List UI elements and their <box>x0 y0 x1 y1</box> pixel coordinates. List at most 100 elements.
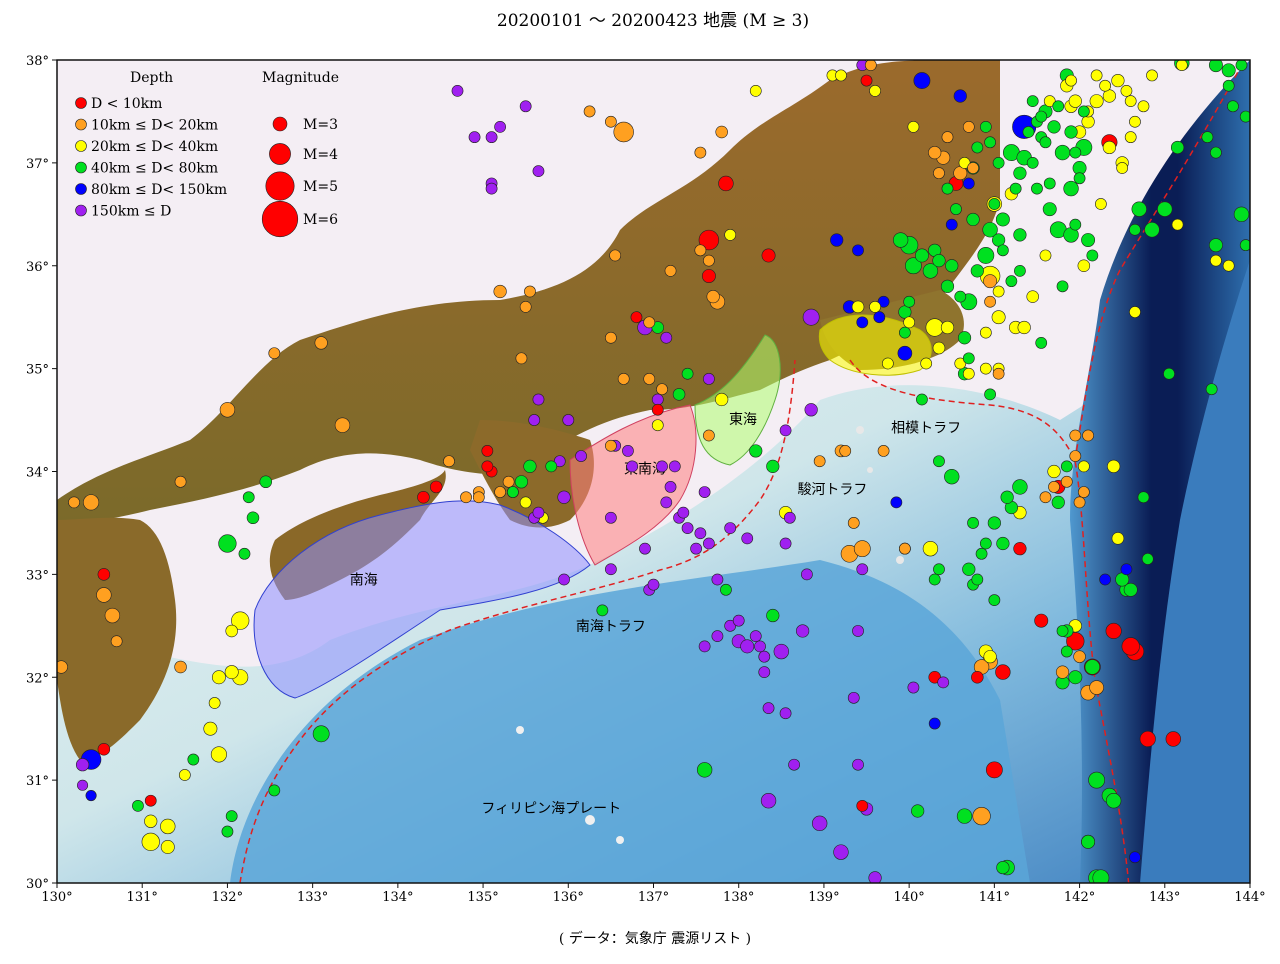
earthquake-marker <box>941 131 954 144</box>
earthquake-marker <box>224 665 239 680</box>
earthquake-marker <box>1111 73 1125 88</box>
nankai-trough-line <box>239 359 796 883</box>
earthquake-marker <box>1123 582 1138 597</box>
earthquake-marker <box>668 460 681 473</box>
earthquake-marker <box>1005 275 1018 288</box>
earthquake-marker <box>852 244 864 257</box>
earthquake-marker <box>468 131 481 144</box>
earthquake-marker <box>754 640 766 653</box>
earthquake-marker <box>694 244 707 257</box>
earthquake-marker <box>1048 481 1060 493</box>
earthquake-marker <box>1054 144 1071 161</box>
y-tick-label: 38° <box>26 54 49 69</box>
earthquake-marker <box>760 793 777 809</box>
earthquake-marker <box>1068 670 1083 685</box>
earthquake-marker <box>1014 265 1026 277</box>
earthquake-marker <box>656 383 668 396</box>
earthquake-marker <box>847 517 860 529</box>
earthquake-marker <box>984 295 996 308</box>
earthquake-marker <box>988 594 1001 606</box>
earthquake-marker <box>847 691 860 704</box>
earthquake-marker <box>1013 228 1027 242</box>
earthquake-marker <box>630 311 643 324</box>
earthquake-marker <box>1017 320 1031 335</box>
earthquake-marker <box>911 804 925 818</box>
earthquake-marker <box>609 249 622 262</box>
earthquake-marker <box>211 670 226 685</box>
earthquake-marker <box>1129 115 1141 128</box>
depth-legend-swatch <box>75 118 87 131</box>
x-tick-label: 137° <box>638 890 669 905</box>
earthquake-marker <box>605 563 617 576</box>
earthquake-marker <box>1239 110 1250 123</box>
earthquake-marker <box>788 758 800 771</box>
earthquake-marker <box>954 357 967 370</box>
earthquake-marker <box>988 198 1001 210</box>
earthquake-marker <box>1039 249 1052 262</box>
earthquake-marker <box>664 265 677 277</box>
earthquake-marker <box>914 248 929 263</box>
x-tick-label: 144° <box>1234 890 1265 905</box>
depth-legend-items: D < 10km 10km ≤ D< 20km 20km ≤ D< 40km 40km… <box>75 96 227 220</box>
earthquake-marker <box>922 263 939 279</box>
earthquake-marker <box>933 563 945 576</box>
earthquake-marker <box>830 233 844 247</box>
depth-legend-swatch <box>75 97 87 109</box>
earthquake-marker <box>1013 166 1027 180</box>
earthquake-marker <box>1012 479 1028 495</box>
earthquake-marker <box>605 331 617 344</box>
earthquake-marker <box>656 460 668 473</box>
earthquake-marker <box>873 311 886 324</box>
earthquake-marker <box>558 573 570 586</box>
nankai-source-region <box>253 500 591 699</box>
earthquake-marker <box>219 402 236 418</box>
earthquake-marker <box>83 494 100 511</box>
map-title: 20200101 〜 20200423 地震 (M ≥ 3) <box>497 11 809 31</box>
seamount <box>585 815 595 825</box>
earthquake-marker <box>1157 201 1173 217</box>
magnitude-legend-swatch <box>269 143 291 165</box>
earthquake-marker <box>1124 95 1137 108</box>
y-tick-label: 31° <box>26 774 49 789</box>
earthquake-marker <box>1205 383 1218 396</box>
earthquake-marker <box>1201 131 1214 144</box>
earthquake-marker <box>977 247 995 264</box>
earthquake-marker <box>1105 622 1122 639</box>
map-axes: 130° 131° 132° 133° 134° 135° 136° 137° 138° 139°… <box>26 54 1266 905</box>
earthquake-marker <box>507 486 519 498</box>
earthquake-marker <box>928 717 941 730</box>
source-note: ( データ：気象庁 震源リスト ) <box>559 930 751 947</box>
earthquake-marker <box>1047 464 1061 479</box>
earthquake-marker <box>758 666 771 678</box>
earthquake-marker <box>617 373 630 385</box>
earthquake-marker <box>334 417 351 433</box>
earthquake-marker <box>443 455 455 468</box>
earthquake-marker <box>1107 459 1121 473</box>
earthquake-marker <box>1171 218 1184 231</box>
earthquake-marker <box>916 393 928 406</box>
earthquake-marker <box>1146 69 1158 82</box>
earthquake-marker <box>703 429 715 442</box>
earthquake-marker <box>545 460 558 473</box>
earthquake-marker <box>1056 280 1069 293</box>
earthquake-marker <box>1077 105 1090 118</box>
earthquake-marker <box>1144 222 1160 238</box>
earthquake-marker <box>920 357 933 370</box>
earthquake-marker <box>141 832 160 851</box>
earthquake-marker <box>77 779 89 791</box>
earthquake-marker <box>1051 495 1065 509</box>
earthquake-marker <box>972 807 991 826</box>
earthquake-marker <box>532 165 545 177</box>
earthquake-marker <box>877 445 890 457</box>
earthquake-marker <box>596 604 609 617</box>
earthquake-marker <box>869 301 881 313</box>
place-label: 駿河トラフ <box>797 482 867 498</box>
earthquake-marker <box>660 496 673 509</box>
earthquake-marker <box>1129 223 1141 236</box>
earthquake-marker <box>962 367 975 380</box>
earthquake-marker <box>1035 110 1048 123</box>
earthquake-marker <box>460 491 472 504</box>
earthquake-marker <box>1116 162 1129 174</box>
earthquake-marker <box>481 445 494 457</box>
